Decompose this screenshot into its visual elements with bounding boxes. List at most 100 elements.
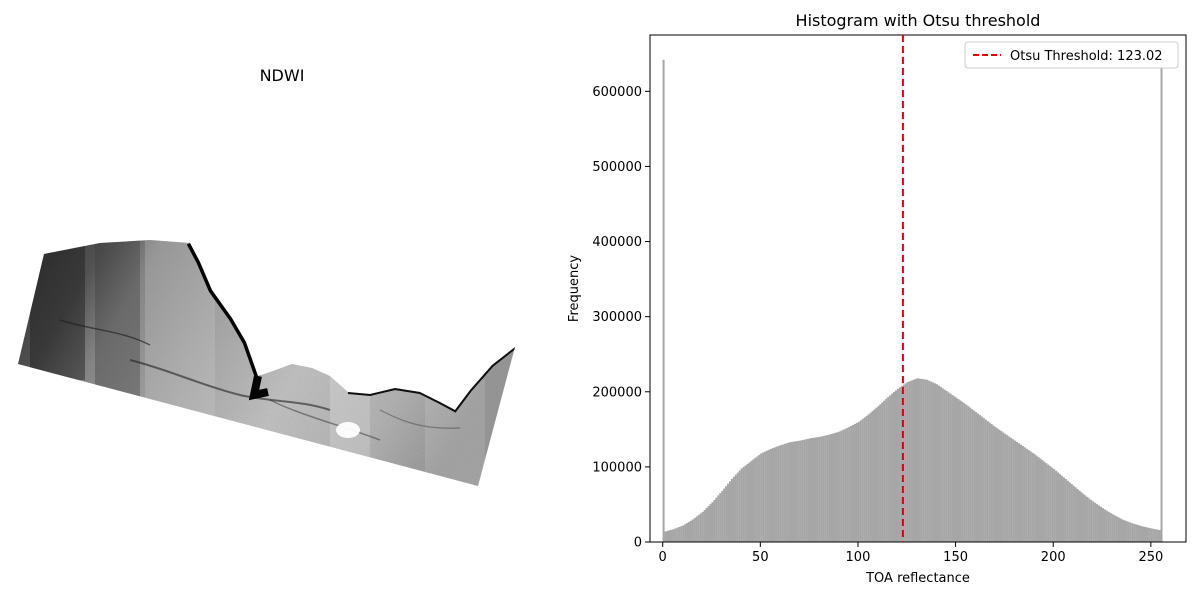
- histogram-bar: [889, 395, 892, 542]
- histogram-bar: [773, 447, 776, 542]
- histogram-bar: [1062, 477, 1065, 542]
- histogram-bar: [723, 488, 726, 542]
- histogram-bar: [820, 436, 823, 542]
- histogram-bar: [1094, 502, 1097, 542]
- y-tick-label: 200000: [592, 385, 642, 400]
- histogram-bar: [1109, 513, 1112, 542]
- histogram-bar: [760, 453, 763, 542]
- x-tick-label: 250: [1138, 550, 1163, 565]
- histogram-bar: [1092, 501, 1095, 542]
- histogram-bar: [736, 472, 739, 542]
- histogram-bar: [984, 419, 987, 542]
- x-axis-label: TOA reflectance: [865, 571, 970, 586]
- histogram-bar: [828, 434, 831, 542]
- legend-box: [964, 41, 1179, 69]
- histogram-bar: [1105, 510, 1108, 542]
- histogram-bar: [1064, 479, 1067, 542]
- histogram-bar: [803, 439, 806, 542]
- histogram-bar: [1156, 529, 1159, 542]
- histogram-bar: [781, 444, 784, 542]
- histogram-bar: [1088, 498, 1091, 542]
- histogram-bar: [963, 403, 966, 542]
- histogram-bar: [814, 437, 817, 542]
- histogram-bar: [707, 506, 710, 542]
- histogram-bar: [721, 490, 724, 542]
- histogram-bar: [840, 430, 843, 542]
- histogram-bar: [894, 390, 898, 542]
- histogram-bar: [789, 442, 792, 542]
- histogram-bar: [875, 407, 878, 542]
- histogram-bar: [1086, 496, 1089, 542]
- histogram-bar: [1060, 475, 1063, 542]
- histogram-bar: [1043, 461, 1046, 542]
- histogram-bar: [1142, 526, 1145, 542]
- histogram-bar: [988, 422, 991, 542]
- histogram-bar: [844, 428, 847, 542]
- y-tick-label: 500000: [592, 160, 642, 175]
- histogram-bar: [812, 437, 815, 542]
- histogram-bar: [709, 504, 712, 542]
- histogram-bar: [750, 460, 753, 542]
- histogram-bar: [1045, 463, 1048, 542]
- histogram-bar: [748, 462, 751, 542]
- histogram-bar: [1033, 454, 1036, 542]
- histogram-bar: [752, 459, 755, 542]
- histogram-bar: [822, 435, 825, 542]
- y-tick-label: 100000: [592, 460, 642, 475]
- histogram-bar: [1068, 482, 1071, 542]
- histogram-bars: [662, 59, 1163, 542]
- x-tick-label: 100: [846, 550, 871, 565]
- histogram-bar: [976, 413, 980, 542]
- histogram-bar: [990, 424, 993, 542]
- histogram-bar: [975, 412, 978, 542]
- histogram-bar: [769, 448, 773, 542]
- histogram-bar: [715, 497, 718, 542]
- histogram-bar: [1127, 521, 1130, 542]
- y-tick-label: 400000: [592, 235, 642, 250]
- histogram-bar: [699, 513, 702, 542]
- histogram-bar: [861, 418, 864, 542]
- histogram-bar: [678, 526, 681, 542]
- histogram-bar: [955, 397, 958, 542]
- legend-label: Otsu Threshold: 123.02: [1010, 49, 1163, 64]
- histogram-bar: [807, 438, 810, 542]
- histogram-bar: [834, 432, 837, 542]
- histogram-bar: [930, 381, 933, 542]
- histogram-bar: [1055, 470, 1058, 542]
- histogram-bar: [1041, 460, 1044, 542]
- histogram-bar: [764, 451, 767, 542]
- histogram-bar: [842, 429, 845, 542]
- histogram-bar: [771, 448, 774, 542]
- histogram-bar: [992, 425, 995, 542]
- histogram-bar: [898, 387, 901, 542]
- histogram-bar: [777, 445, 780, 542]
- histogram-bar: [1113, 515, 1116, 542]
- histogram-bar: [877, 406, 880, 542]
- histogram-bar: [1131, 523, 1134, 542]
- histogram-bar: [1152, 528, 1155, 542]
- histogram-bar: [670, 529, 673, 542]
- histogram-bar: [1133, 523, 1136, 542]
- histogram-bar: [1160, 59, 1163, 542]
- histogram-bar: [701, 511, 704, 542]
- histogram-bar: [869, 412, 872, 542]
- histogram-bar: [689, 520, 692, 542]
- histogram-bar: [1101, 508, 1104, 542]
- x-tick-label: 150: [943, 550, 968, 565]
- histogram-bar: [811, 438, 814, 542]
- histogram-bar: [1080, 492, 1083, 542]
- histogram-bar: [1010, 437, 1013, 542]
- histogram-bar: [1016, 441, 1019, 542]
- histogram-bar: [676, 527, 679, 542]
- plot-frame: [649, 34, 1187, 543]
- histogram-bar: [1070, 484, 1073, 542]
- histogram-bar: [818, 436, 821, 542]
- histogram-bar: [910, 380, 913, 542]
- histogram-bar: [961, 401, 964, 542]
- image-title: NDWI: [259, 66, 305, 85]
- histogram-bar: [754, 457, 757, 542]
- histogram-bar: [805, 439, 808, 542]
